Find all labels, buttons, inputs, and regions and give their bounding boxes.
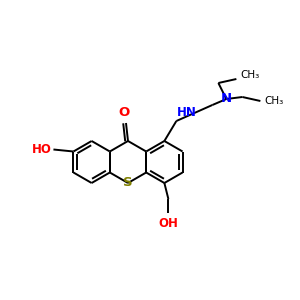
- Text: CH₃: CH₃: [241, 70, 260, 80]
- Text: HN: HN: [177, 106, 197, 119]
- Text: O: O: [118, 106, 130, 119]
- Text: HO: HO: [32, 143, 51, 156]
- Text: S: S: [123, 176, 133, 190]
- Text: N: N: [221, 92, 232, 106]
- Text: OH: OH: [158, 217, 178, 230]
- Text: CH₃: CH₃: [265, 96, 284, 106]
